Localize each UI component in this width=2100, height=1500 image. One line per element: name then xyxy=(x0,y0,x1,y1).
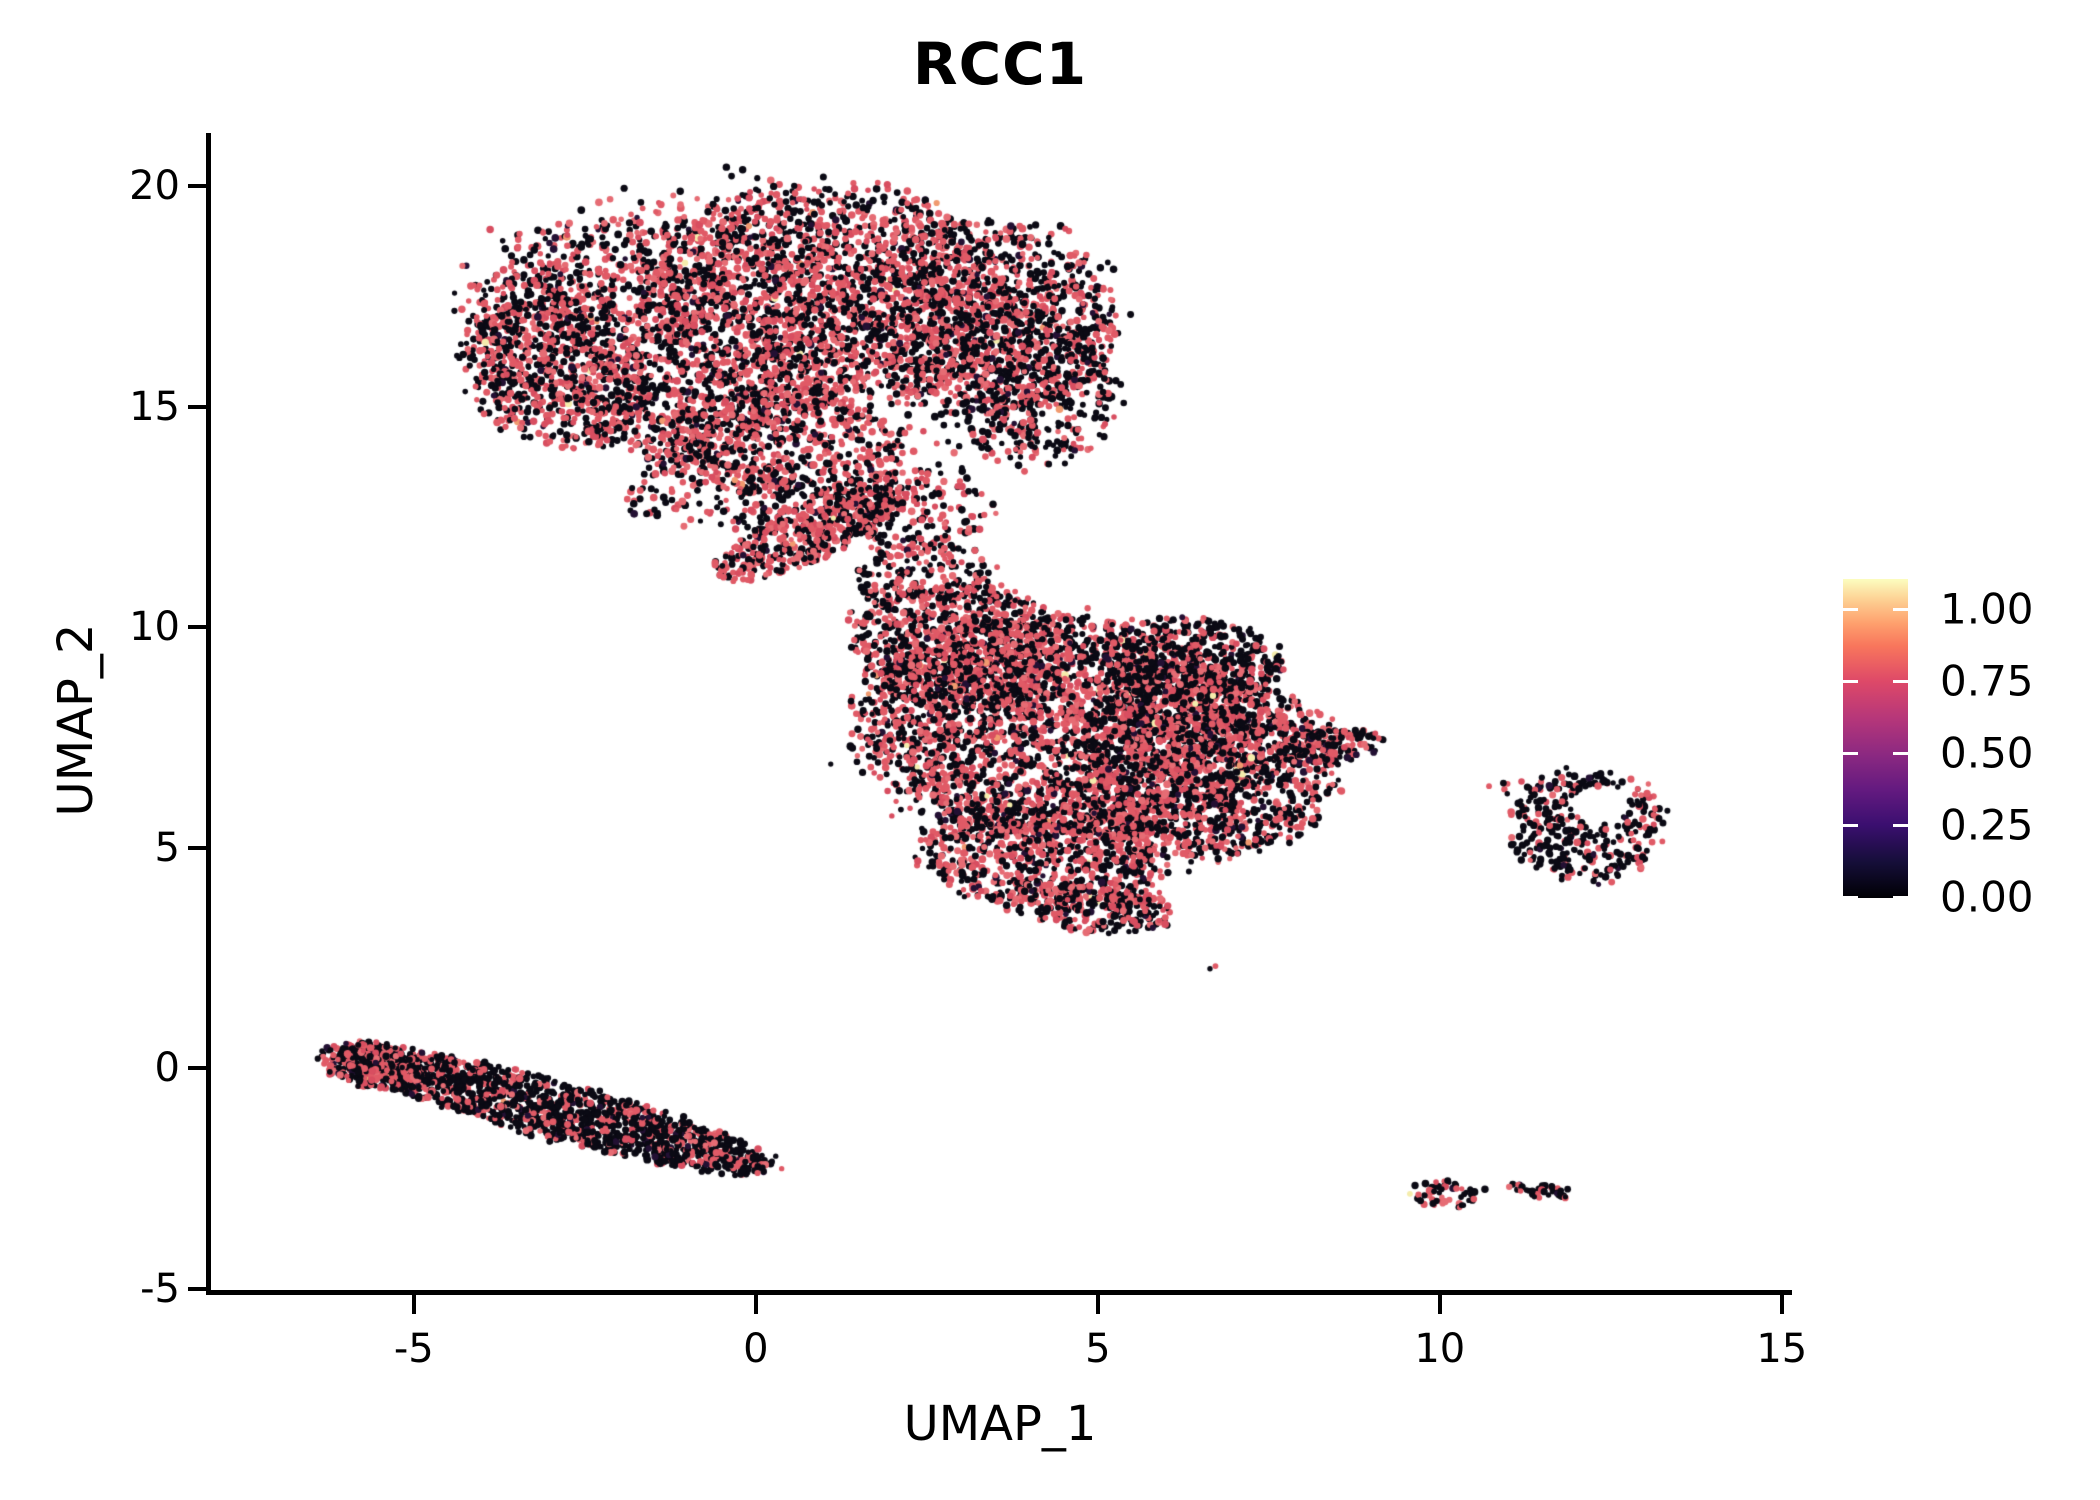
x-tick-mark xyxy=(1095,1295,1100,1314)
colorbar-tick-mark xyxy=(1843,824,1858,827)
x-tick-mark xyxy=(411,1295,416,1314)
y-tick-mark xyxy=(188,404,207,409)
colorbar-tick-mark xyxy=(1893,896,1908,899)
colorbar-gradient xyxy=(1843,579,1908,898)
colorbar-tick-mark xyxy=(1893,824,1908,827)
x-tick-mark xyxy=(753,1295,758,1314)
colorbar-tick-mark xyxy=(1893,752,1908,755)
y-tick-mark xyxy=(188,1286,207,1291)
y-axis-line xyxy=(206,133,211,1294)
colorbar-tick-mark xyxy=(1843,680,1858,683)
y-tick-label: 10 xyxy=(129,604,180,651)
x-tick-label: 10 xyxy=(1414,1326,1466,1372)
y-tick-label: 20 xyxy=(129,163,180,210)
colorbar-tick-label: 0.75 xyxy=(1940,656,2034,706)
y-axis-title: UMAP_2 xyxy=(48,623,104,817)
colorbar-tick-label: 0.00 xyxy=(1940,872,2034,922)
x-tick-label: -5 xyxy=(393,1326,434,1372)
y-tick-label: 5 xyxy=(154,824,180,871)
y-tick-label: 0 xyxy=(154,1045,180,1092)
x-axis-line xyxy=(206,1290,1792,1295)
colorbar-tick-mark xyxy=(1843,608,1858,611)
colorbar-tick-label: 1.00 xyxy=(1940,584,2034,634)
x-tick-label: 5 xyxy=(1085,1326,1111,1372)
colorbar-tick-label: 0.25 xyxy=(1940,800,2034,850)
y-tick-mark xyxy=(188,845,207,850)
y-tick-mark xyxy=(188,625,207,630)
y-tick-mark xyxy=(188,184,207,189)
colorbar-tick-mark xyxy=(1893,608,1908,611)
colorbar-tick-mark xyxy=(1893,680,1908,683)
y-tick-label: -5 xyxy=(140,1265,180,1312)
y-tick-label: 15 xyxy=(129,383,180,430)
y-tick-mark xyxy=(188,1066,207,1071)
x-tick-label: 15 xyxy=(1756,1326,1808,1372)
x-tick-label: 0 xyxy=(743,1326,769,1372)
x-tick-mark xyxy=(1437,1295,1442,1314)
x-tick-mark xyxy=(1779,1295,1784,1314)
colorbar-tick-label: 0.50 xyxy=(1940,728,2034,778)
colorbar-tick-mark xyxy=(1843,752,1858,755)
x-axis-title: UMAP_1 xyxy=(903,1396,1097,1452)
colorbar-tick-mark xyxy=(1843,896,1858,899)
